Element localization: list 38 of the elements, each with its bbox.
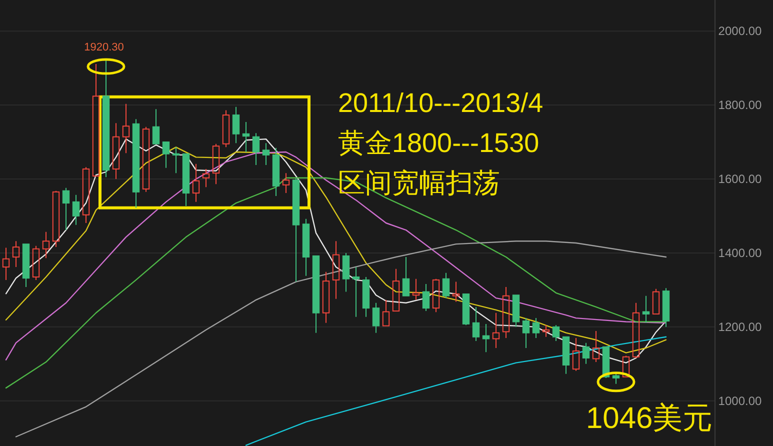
candlestick bbox=[482, 323, 490, 353]
y-tick-label: 2000.00 bbox=[718, 24, 762, 38]
candlestick bbox=[502, 286, 510, 339]
candlestick bbox=[262, 142, 270, 166]
candlestick bbox=[12, 240, 20, 268]
y-tick-label: 1600.00 bbox=[718, 172, 762, 186]
candlestick bbox=[322, 271, 330, 324]
annotation: 1046美元 bbox=[586, 402, 713, 435]
y-tick-label: 1400.00 bbox=[718, 246, 762, 260]
y-tick-label: 1000.00 bbox=[718, 394, 762, 408]
candlestick bbox=[122, 103, 130, 154]
candlestick bbox=[642, 295, 650, 324]
candlestick bbox=[332, 240, 340, 300]
candlestick bbox=[112, 122, 120, 180]
candlestick bbox=[202, 168, 210, 188]
candlestick bbox=[132, 118, 140, 208]
annotation: 1920.30 bbox=[84, 42, 124, 54]
candlestick bbox=[232, 106, 240, 144]
candlestick bbox=[242, 122, 250, 152]
candlestick bbox=[592, 330, 600, 363]
candlestick bbox=[192, 163, 200, 202]
candlestick bbox=[452, 281, 460, 302]
candlestick bbox=[282, 172, 290, 194]
candlestick bbox=[492, 312, 500, 348]
candlestick bbox=[272, 147, 280, 197]
annotation: 黄金1800---1530 bbox=[338, 128, 540, 158]
y-tick-label: 1200.00 bbox=[718, 320, 762, 334]
candlestick bbox=[352, 266, 360, 318]
candlestick bbox=[102, 60, 110, 178]
candlestick bbox=[252, 132, 260, 166]
candlestick bbox=[42, 231, 50, 259]
y-tick-label: 1800.00 bbox=[718, 98, 762, 112]
annotation: 2011/10---2013/4 bbox=[338, 88, 544, 118]
candlestick bbox=[412, 278, 420, 300]
candlestick bbox=[2, 247, 10, 280]
candlestick bbox=[72, 194, 80, 226]
candlestick bbox=[172, 146, 180, 174]
candlestick bbox=[542, 324, 550, 338]
